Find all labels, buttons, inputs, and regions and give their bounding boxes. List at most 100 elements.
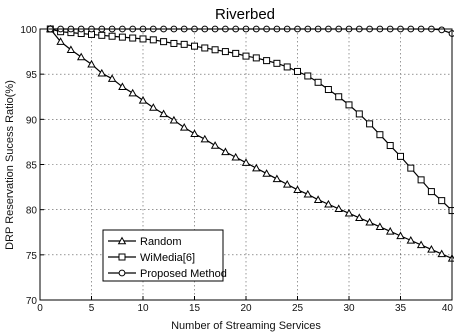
data-point <box>355 213 364 222</box>
data-point <box>210 141 220 149</box>
data-point <box>139 35 147 43</box>
data-point <box>128 88 137 97</box>
data-point <box>76 52 86 61</box>
data-point <box>118 82 127 91</box>
data-point <box>283 63 291 71</box>
data-point <box>335 93 343 101</box>
series-wimedia-6 <box>46 25 454 215</box>
data-point <box>200 134 210 143</box>
data-point <box>416 240 426 249</box>
legend-label: Proposed Method <box>140 268 227 280</box>
data-point <box>180 40 188 48</box>
legend-marker <box>118 269 126 277</box>
data-point <box>334 204 343 212</box>
data-point <box>241 158 251 166</box>
data-point <box>149 36 157 44</box>
legend-label: WiMedia[6] <box>140 252 195 264</box>
data-point <box>211 46 219 54</box>
data-point <box>345 101 353 109</box>
data-point <box>179 123 189 131</box>
x-tick-label: 0 <box>37 303 43 314</box>
legend: Random WiMedia[6] Proposed Method <box>102 229 227 282</box>
data-point <box>427 244 436 253</box>
data-point <box>293 185 302 194</box>
legend-label: Random <box>140 236 182 248</box>
data-point <box>375 222 385 231</box>
data-point <box>97 68 107 77</box>
x-tick-label: 40 <box>442 303 454 314</box>
data-point <box>304 72 312 80</box>
data-point <box>221 147 230 156</box>
data-point <box>438 26 446 34</box>
data-point <box>232 49 240 57</box>
data-point <box>273 59 281 67</box>
x-tick-label: 5 <box>89 303 95 314</box>
y-tick-label: 80 <box>26 206 38 217</box>
legend-marker <box>118 253 126 261</box>
data-point <box>138 95 148 104</box>
data-point <box>272 174 282 183</box>
axis-ticks: 0 5 10 15 20 25 30 35 40 70 75 80 85 90 95 100 <box>20 25 453 314</box>
series-proposed-method <box>46 25 454 37</box>
data-point <box>303 189 313 198</box>
series-line <box>50 28 453 212</box>
data-point <box>149 103 158 111</box>
data-point <box>355 110 363 118</box>
data-point <box>107 74 117 82</box>
x-tick-label: 10 <box>137 303 149 314</box>
data-point <box>201 44 209 52</box>
data-point <box>190 129 199 138</box>
data-point <box>365 217 374 226</box>
x-axis-label: Number of Streaming Services <box>171 320 321 332</box>
data-point <box>191 42 198 50</box>
data-point <box>313 195 323 203</box>
y-tick-label: 75 <box>26 251 38 262</box>
data-point <box>159 109 168 118</box>
y-tick-label: 70 <box>26 296 38 307</box>
x-tick-label: 15 <box>189 303 201 314</box>
data-point <box>129 34 137 42</box>
y-tick-label: 95 <box>26 70 38 81</box>
data-point <box>118 33 126 41</box>
legend-entry: Proposed Method <box>108 268 227 280</box>
data-point <box>407 164 415 172</box>
data-point <box>282 179 292 188</box>
data-point <box>66 45 76 53</box>
data-point <box>98 31 106 39</box>
data-point <box>252 163 261 172</box>
legend-marker <box>117 236 127 245</box>
legend-entry: WiMedia[6] <box>108 252 195 264</box>
legend-entry: Random <box>108 236 182 248</box>
data-point <box>314 78 322 86</box>
y-tick-label: 100 <box>20 25 37 36</box>
data-point <box>87 59 96 68</box>
data-point <box>396 231 405 240</box>
data-point <box>385 226 395 235</box>
data-point <box>169 115 179 124</box>
data-point <box>344 208 354 217</box>
y-axis-label: DRP Reservation Sucess Ratio(%) <box>4 80 16 250</box>
data-point <box>437 249 446 258</box>
data-point <box>108 32 116 40</box>
y-tick-label: 85 <box>26 161 38 172</box>
chart-title: Riverbed <box>215 6 275 23</box>
data-point <box>324 86 332 94</box>
series-line <box>49 28 453 259</box>
x-tick-label: 35 <box>395 303 407 314</box>
x-tick-label: 25 <box>292 303 304 314</box>
data-point <box>386 142 394 150</box>
data-point <box>438 197 446 205</box>
x-tick-label: 20 <box>240 303 252 314</box>
data-point <box>160 38 168 46</box>
data-point <box>56 37 65 45</box>
series-layer <box>46 25 454 262</box>
data-point <box>366 120 374 128</box>
data-point <box>263 57 271 65</box>
data-point <box>294 67 301 75</box>
data-point <box>252 54 260 62</box>
data-point <box>376 131 384 139</box>
data-point <box>242 52 250 60</box>
y-tick-label: 90 <box>26 115 38 126</box>
x-tick-label: 30 <box>343 303 355 314</box>
